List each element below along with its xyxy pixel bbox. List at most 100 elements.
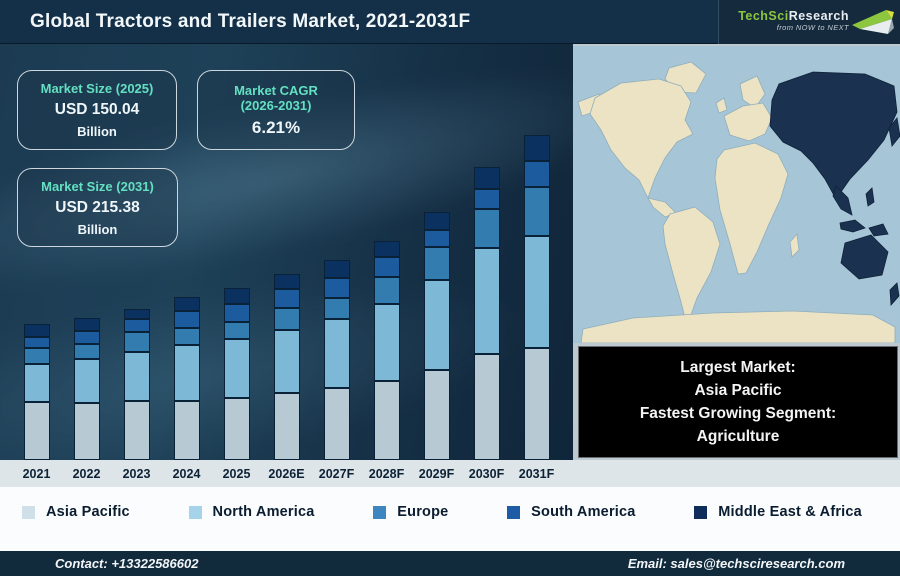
bar-segment-north-america xyxy=(423,280,450,370)
year-label-2021: 2021 xyxy=(22,466,51,481)
legend-item-middle-east-africa: Middle East & Africa xyxy=(694,504,862,520)
map-europe xyxy=(723,102,773,142)
x-axis-labels: 2021 2022 2023 2024 2025 2026E 2027F 2028F 2029F… xyxy=(12,460,561,487)
bar-segment-south-america xyxy=(73,331,100,344)
bar-segment-middle-east-africa xyxy=(273,274,300,289)
bar-segment-europe xyxy=(23,348,50,364)
map-australia-highlighted xyxy=(840,234,889,280)
world-map xyxy=(573,46,900,344)
legend-swatch xyxy=(694,505,708,519)
bar-segment-europe xyxy=(523,187,550,236)
bar-segment-europe xyxy=(173,328,200,345)
header-bar: Global Tractors and Trailers Market, 202… xyxy=(0,0,900,44)
bar-segment-middle-east-africa xyxy=(523,135,550,161)
bar-segment-europe xyxy=(373,277,400,304)
market-cagr-label: Market CAGR (2026-2031) xyxy=(234,82,318,113)
map-philippines-highlighted xyxy=(865,187,875,207)
bar-segment-asia-pacific xyxy=(423,370,450,460)
bar-cell-2030F xyxy=(462,167,511,460)
market-size-2031-label: Market Size (2031) xyxy=(41,178,154,194)
year-label-2030F: 2030F xyxy=(468,466,505,481)
bar-segment-europe xyxy=(323,298,350,319)
market-cagr-value: 6.21% xyxy=(251,117,301,137)
bar-segment-asia-pacific xyxy=(323,388,350,460)
bar-segment-north-america xyxy=(373,304,400,381)
bar-segment-south-america xyxy=(223,304,250,322)
bar-segment-north-america xyxy=(223,339,250,398)
map-asia-highlighted xyxy=(769,71,898,200)
bar-segment-south-america xyxy=(173,311,200,328)
logo-tagline: from NOW to NEXT xyxy=(776,23,849,32)
legend-label: South America xyxy=(531,504,636,520)
stacked-bar-2024 xyxy=(173,297,200,460)
bar-segment-south-america xyxy=(423,230,450,247)
year-label-2028F: 2028F xyxy=(368,466,405,481)
logo-arrow-icon xyxy=(852,10,894,34)
techsci-logo: TechSciResearch from NOW to NEXT xyxy=(718,0,900,44)
bar-segment-middle-east-africa xyxy=(373,241,400,257)
bar-segment-europe xyxy=(123,332,150,352)
bar-cell-2027F xyxy=(312,260,361,460)
note-line-4: Agriculture xyxy=(696,428,780,445)
map-scandinavia xyxy=(739,75,766,109)
stacked-bar-2028F xyxy=(373,241,400,460)
bar-segment-asia-pacific xyxy=(123,401,150,460)
bar-segment-middle-east-africa xyxy=(173,297,200,311)
note-line-3: Fastest Growing Segment: xyxy=(639,405,837,422)
right-panel: Largest Market: Asia Pacific Fastest Gro… xyxy=(573,44,900,460)
bar-segment-middle-east-africa xyxy=(223,288,250,304)
market-size-2025-box: Market Size (2025) USD 150.04 Billion xyxy=(17,70,177,150)
stacked-bar-2025 xyxy=(223,288,250,460)
stacked-bar-2021 xyxy=(23,324,50,460)
bar-segment-middle-east-africa xyxy=(423,212,450,230)
stacked-bar-2030F xyxy=(473,167,500,460)
bar-segment-north-america xyxy=(323,319,350,388)
logo-wordmark: TechSciResearch xyxy=(738,10,849,23)
year-label-2026E: 2026E xyxy=(268,466,305,481)
bar-cell-2022 xyxy=(62,318,111,460)
map-new-zealand-highlighted xyxy=(889,282,900,306)
note-line-2: Asia Pacific xyxy=(694,382,782,399)
year-label-2022: 2022 xyxy=(72,466,101,481)
bar-segment-europe xyxy=(423,247,450,280)
legend-swatch xyxy=(22,505,35,519)
bar-segment-north-america xyxy=(273,330,300,393)
map-madagascar xyxy=(789,233,800,258)
bar-segment-europe xyxy=(473,209,500,248)
bar-segment-south-america xyxy=(523,161,550,187)
bar-segment-middle-east-africa xyxy=(73,318,100,331)
bar-segment-south-america xyxy=(123,319,150,332)
bar-segment-asia-pacific xyxy=(73,403,100,460)
bar-segment-asia-pacific xyxy=(173,401,200,460)
year-label-2025: 2025 xyxy=(222,466,251,481)
note-line-1: Largest Market: xyxy=(680,359,796,376)
legend-item-north-america: North America xyxy=(188,504,315,520)
bar-cell-2025 xyxy=(212,288,261,460)
bar-segment-north-america xyxy=(473,248,500,354)
x-axis-strip xyxy=(0,460,900,487)
legend-item-south-america: South America xyxy=(507,504,635,520)
bar-segment-asia-pacific xyxy=(273,393,300,460)
legend-label: Asia Pacific xyxy=(46,504,130,520)
bar-segment-north-america xyxy=(123,352,150,401)
legend-item-europe: Europe xyxy=(373,504,448,520)
map-indonesia-highlighted xyxy=(839,219,866,233)
map-japan-highlighted xyxy=(888,117,900,147)
bar-segment-north-america xyxy=(73,359,100,403)
stacked-bar-2027F xyxy=(323,260,350,460)
legend-swatch xyxy=(373,505,387,519)
map-north-america xyxy=(589,78,694,200)
bar-segment-asia-pacific xyxy=(23,402,50,460)
bar-segment-asia-pacific xyxy=(523,348,550,460)
map-africa xyxy=(714,142,789,275)
map-southeast-asia-highlighted xyxy=(832,185,853,216)
largest-market-note: Largest Market: Asia Pacific Fastest Gro… xyxy=(578,346,898,458)
world-map-svg xyxy=(573,46,900,344)
bar-segment-asia-pacific xyxy=(473,354,500,460)
legend-label: Middle East & Africa xyxy=(718,504,862,520)
bar-segment-europe xyxy=(223,322,250,339)
legend-swatch xyxy=(507,505,521,519)
year-label-2031F: 2031F xyxy=(518,466,555,481)
bar-cell-2031F xyxy=(512,135,561,460)
chart-legend: Asia Pacific North America Europe South Ame… xyxy=(0,487,900,551)
